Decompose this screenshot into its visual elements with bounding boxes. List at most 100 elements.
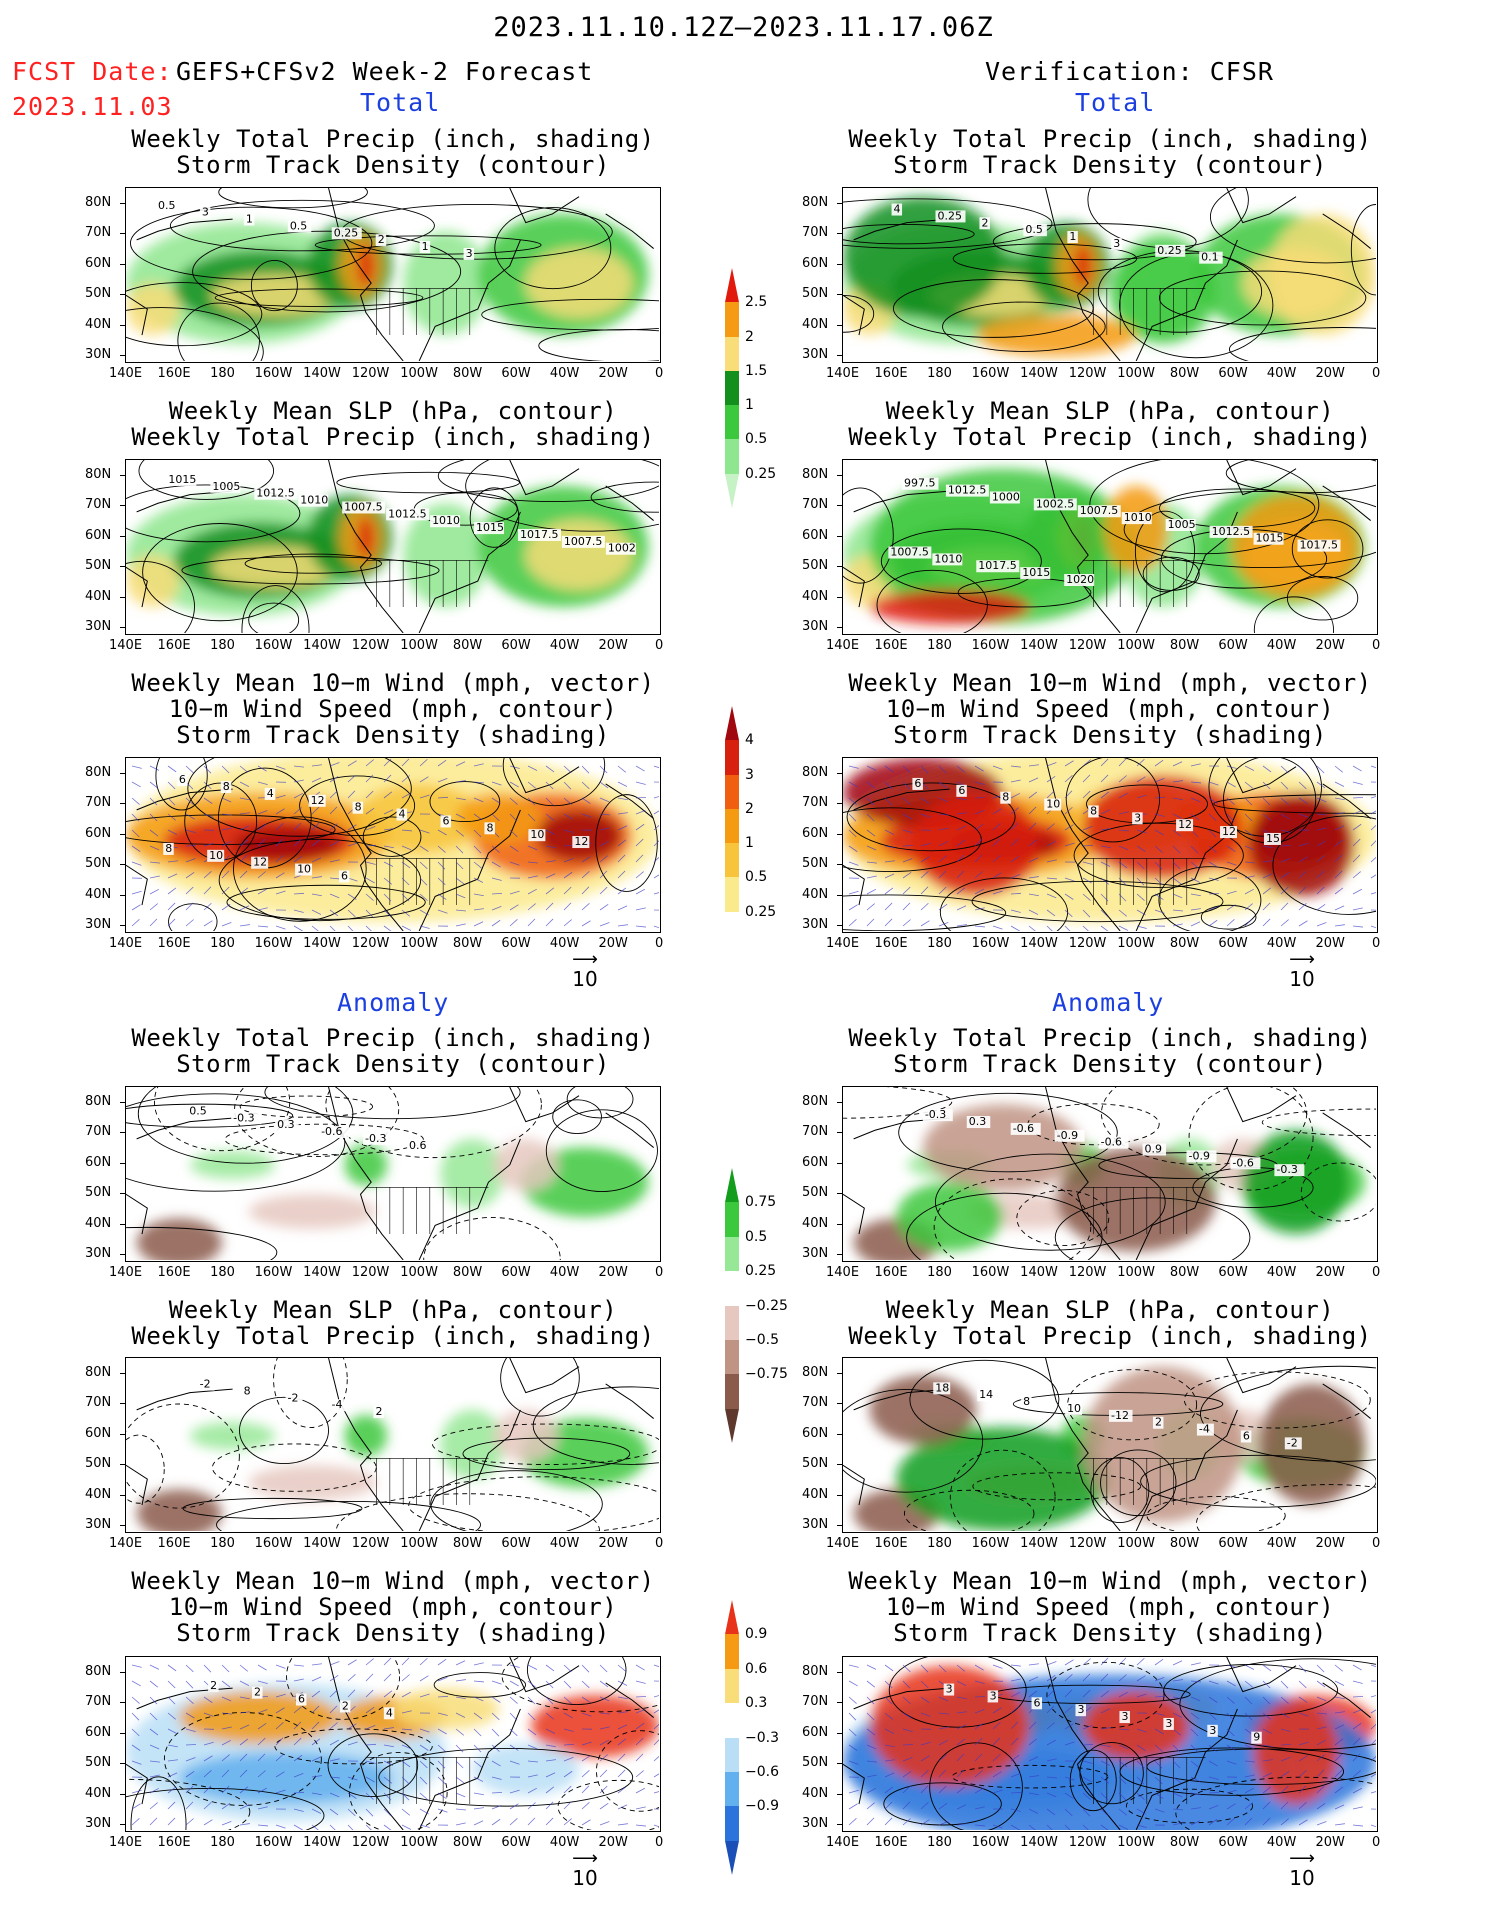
- colorbar-label: 0.5: [745, 431, 768, 448]
- lon-label: 120W: [1068, 638, 1107, 653]
- wind-vector: [347, 1723, 357, 1730]
- lat-label: 70N: [802, 1395, 829, 1411]
- lat-tick: [837, 773, 842, 774]
- lat-label: 30N: [85, 619, 112, 634]
- wind-vector: [617, 781, 628, 787]
- wind-vector: [581, 856, 591, 863]
- lon-label: 160W: [971, 366, 1010, 381]
- wind-vector: [1010, 855, 1020, 863]
- contour-line: [843, 1388, 984, 1493]
- wind-vector: [884, 1680, 893, 1689]
- wind-vector: [1334, 1769, 1343, 1778]
- wind-vector: [902, 1785, 911, 1794]
- wind-vector: [866, 1817, 875, 1826]
- wind-vector: [257, 1787, 267, 1794]
- wind-vector: [848, 813, 857, 822]
- wind-vector: [1316, 922, 1327, 927]
- wind-vector: [1028, 1808, 1039, 1814]
- wind-vector: [1244, 1712, 1253, 1721]
- wind-vector: [509, 1728, 518, 1737]
- contour-line: [1119, 252, 1274, 359]
- wind-vector: [347, 1824, 354, 1830]
- wind-vector: [581, 1664, 590, 1673]
- wind-vector: [617, 825, 628, 831]
- lat-tick: [120, 324, 125, 326]
- colorbar-label: 1: [745, 835, 754, 852]
- lon-label: 180: [210, 1265, 235, 1280]
- wind-vector: [1190, 1820, 1201, 1826]
- wind-vector: [866, 1664, 877, 1670]
- lon-label: 40W: [549, 366, 580, 381]
- wind-vector: [1010, 1754, 1020, 1762]
- wind-vector: [1280, 886, 1289, 895]
- contour-line: [1079, 1742, 1144, 1805]
- wind-vector: [1334, 1753, 1343, 1762]
- wind-vector: [992, 1771, 1002, 1778]
- wind-vector: [167, 860, 178, 863]
- shading-region: [1232, 494, 1361, 599]
- wind-vector: [1172, 909, 1183, 912]
- contour-line: [299, 775, 416, 837]
- wind-vector: [599, 1821, 610, 1826]
- contour-line: [1090, 1457, 1150, 1524]
- colorbar-label: 0.25: [745, 1263, 777, 1280]
- wind-vector: [311, 764, 322, 767]
- wind-vector: [617, 812, 628, 815]
- wind-vector: [1316, 813, 1327, 816]
- colorbar-label: 0.25: [745, 903, 777, 920]
- wind-vector: [938, 1726, 949, 1730]
- shading-region: [536, 809, 622, 862]
- wind-vector: [938, 1712, 949, 1715]
- colorbar-segment: [725, 1703, 739, 1738]
- wind-vector: [1352, 871, 1361, 879]
- wind-vector: [992, 1753, 1001, 1762]
- wind-vector: [275, 1753, 284, 1762]
- shading-region: [896, 1182, 1003, 1252]
- wind-vector: [131, 1803, 141, 1810]
- coastline: [126, 1763, 148, 1805]
- wind-vector: [347, 790, 356, 799]
- wind-vector: [329, 1808, 339, 1816]
- wind-vector: [902, 858, 913, 863]
- lat-label: 40N: [802, 1785, 829, 1801]
- contour-line: [138, 460, 275, 500]
- shading-region: [189, 1422, 276, 1450]
- wind-vector: [866, 765, 877, 771]
- wind-vector: [1334, 1786, 1344, 1794]
- vector-reference: ⟶ 10: [555, 951, 615, 992]
- lon-label: 160E: [157, 1536, 191, 1551]
- lat-label: 50N: [85, 558, 112, 574]
- wind-vector: [563, 844, 575, 847]
- wind-vector: [653, 874, 659, 879]
- wind-vector: [920, 1801, 929, 1810]
- contour-label: 0.5: [158, 199, 176, 212]
- contour-label: 10: [1067, 1402, 1081, 1415]
- wind-vector: [563, 919, 572, 927]
- wind-vector: [1064, 925, 1071, 931]
- wind-vector: [1352, 854, 1361, 863]
- lon-label: 60W: [501, 638, 531, 653]
- contour-line: [126, 307, 264, 361]
- wind-vector: [1370, 1773, 1376, 1778]
- contour-line: [1261, 1108, 1376, 1137]
- colorbar-label: 3: [745, 766, 754, 783]
- wind-vector: [1262, 845, 1273, 849]
- contour-line: [423, 1217, 561, 1260]
- coastline: [328, 460, 404, 633]
- wind-vector: [1244, 875, 1255, 879]
- wind-vector: [401, 1728, 412, 1731]
- wind-vector: [509, 797, 518, 805]
- wind-vector: [221, 1739, 232, 1746]
- lon-label: 20W: [1315, 1265, 1345, 1280]
- wind-vector: [599, 886, 608, 895]
- wind-vector: [635, 1695, 647, 1698]
- lat-tick: [120, 925, 125, 926]
- lon-label: 160W: [971, 936, 1010, 951]
- wind-vector: [884, 845, 895, 849]
- contour-label: 1015: [1256, 532, 1284, 545]
- wind-vector: [455, 813, 466, 819]
- lat-label: 70N: [85, 1124, 112, 1140]
- wind-vector: [473, 861, 483, 869]
- wind-vector: [1082, 909, 1091, 918]
- wind-vector: [848, 904, 858, 911]
